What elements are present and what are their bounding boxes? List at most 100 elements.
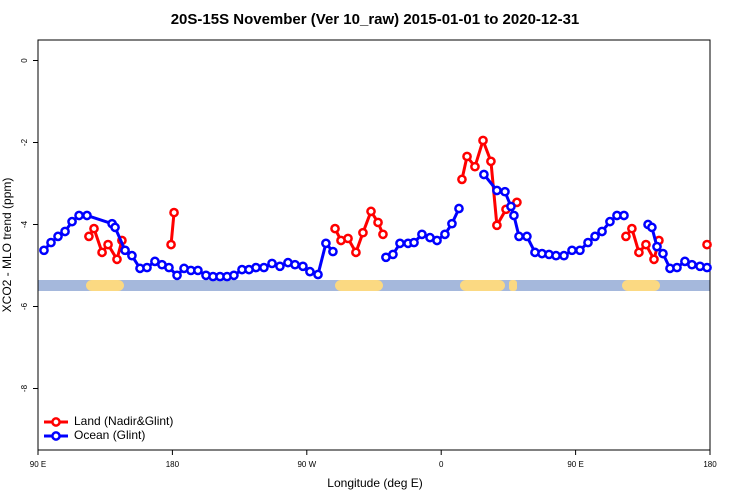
point (479, 169, 489, 180)
point (313, 269, 323, 280)
point (120, 245, 130, 256)
point (575, 245, 585, 256)
point (454, 203, 464, 214)
point (605, 216, 615, 227)
point (251, 262, 261, 273)
point (321, 238, 331, 249)
point (647, 222, 657, 233)
y-tick-label: -6 (20, 302, 29, 310)
point (343, 233, 353, 244)
point (82, 210, 92, 221)
point (470, 161, 480, 172)
point (328, 246, 338, 257)
point (559, 250, 569, 261)
x-tick-label: 180 (166, 460, 180, 469)
point (112, 254, 122, 265)
point (432, 235, 442, 246)
point (641, 239, 651, 250)
point (583, 237, 593, 248)
point (447, 218, 457, 229)
point (409, 237, 419, 248)
point (142, 262, 152, 273)
point (229, 270, 239, 281)
point (84, 231, 94, 242)
x-tick-label: 180 (703, 460, 717, 469)
land-strip (460, 280, 505, 291)
point (634, 247, 644, 258)
point (500, 186, 510, 197)
point (417, 229, 427, 240)
point (478, 135, 488, 146)
point (687, 259, 697, 270)
land-strip (622, 280, 660, 291)
y-tick-label: -8 (20, 384, 29, 392)
land-strip (86, 280, 124, 291)
point (509, 210, 519, 221)
point (486, 156, 496, 167)
point (492, 220, 502, 231)
legend-label: Land (Nadir&Glint) (74, 414, 173, 428)
point (621, 231, 631, 242)
point (567, 245, 577, 256)
x-axis-label: Longitude (deg E) (327, 476, 422, 490)
point (366, 206, 376, 217)
point (74, 210, 84, 221)
legend-marker (51, 417, 61, 427)
plot-frame (37, 39, 711, 451)
point (672, 262, 682, 273)
point (60, 226, 70, 237)
point (127, 250, 137, 261)
x-tick-label: 90 E (30, 460, 46, 469)
point (492, 185, 502, 196)
point (522, 231, 532, 242)
point (506, 201, 516, 212)
point (440, 229, 450, 240)
point (259, 262, 269, 273)
point (103, 239, 113, 250)
point (164, 262, 174, 273)
x-tick-label: 90 W (297, 460, 316, 469)
point (298, 261, 308, 272)
point (457, 174, 467, 185)
legend-label: Ocean (Glint) (74, 428, 145, 442)
point (378, 229, 388, 240)
point (46, 237, 56, 248)
y-axis-label: XCO2 - MLO trend (ppm) (0, 178, 14, 313)
point (290, 259, 300, 270)
x-tick-label: 90 E (567, 460, 583, 469)
point (110, 222, 120, 233)
point (702, 239, 712, 250)
point (169, 207, 179, 218)
point (193, 265, 203, 276)
point (39, 245, 49, 256)
x-tick-label: 0 (439, 460, 444, 469)
point (351, 247, 361, 258)
surface-strip (38, 280, 710, 291)
point (702, 262, 712, 273)
point (97, 247, 107, 258)
point (53, 231, 63, 242)
point (172, 270, 182, 281)
y-tick-label: -4 (20, 220, 29, 228)
y-tick-label: -2 (20, 138, 29, 146)
point (590, 231, 600, 242)
point (551, 250, 561, 261)
point (267, 258, 277, 269)
point (652, 241, 662, 252)
chart-title: 20S-15S November (Ver 10_raw) 2015-01-01… (171, 11, 580, 28)
legend-marker (51, 431, 61, 441)
point (649, 254, 659, 265)
y-tick-label: 0 (20, 58, 29, 63)
land-strip (509, 280, 517, 291)
point (514, 231, 524, 242)
point (658, 248, 668, 259)
point (166, 239, 176, 250)
point (373, 217, 383, 228)
point (358, 227, 368, 238)
point (89, 223, 99, 234)
point (627, 223, 637, 234)
point (462, 151, 472, 162)
point (275, 261, 285, 272)
point (330, 223, 340, 234)
